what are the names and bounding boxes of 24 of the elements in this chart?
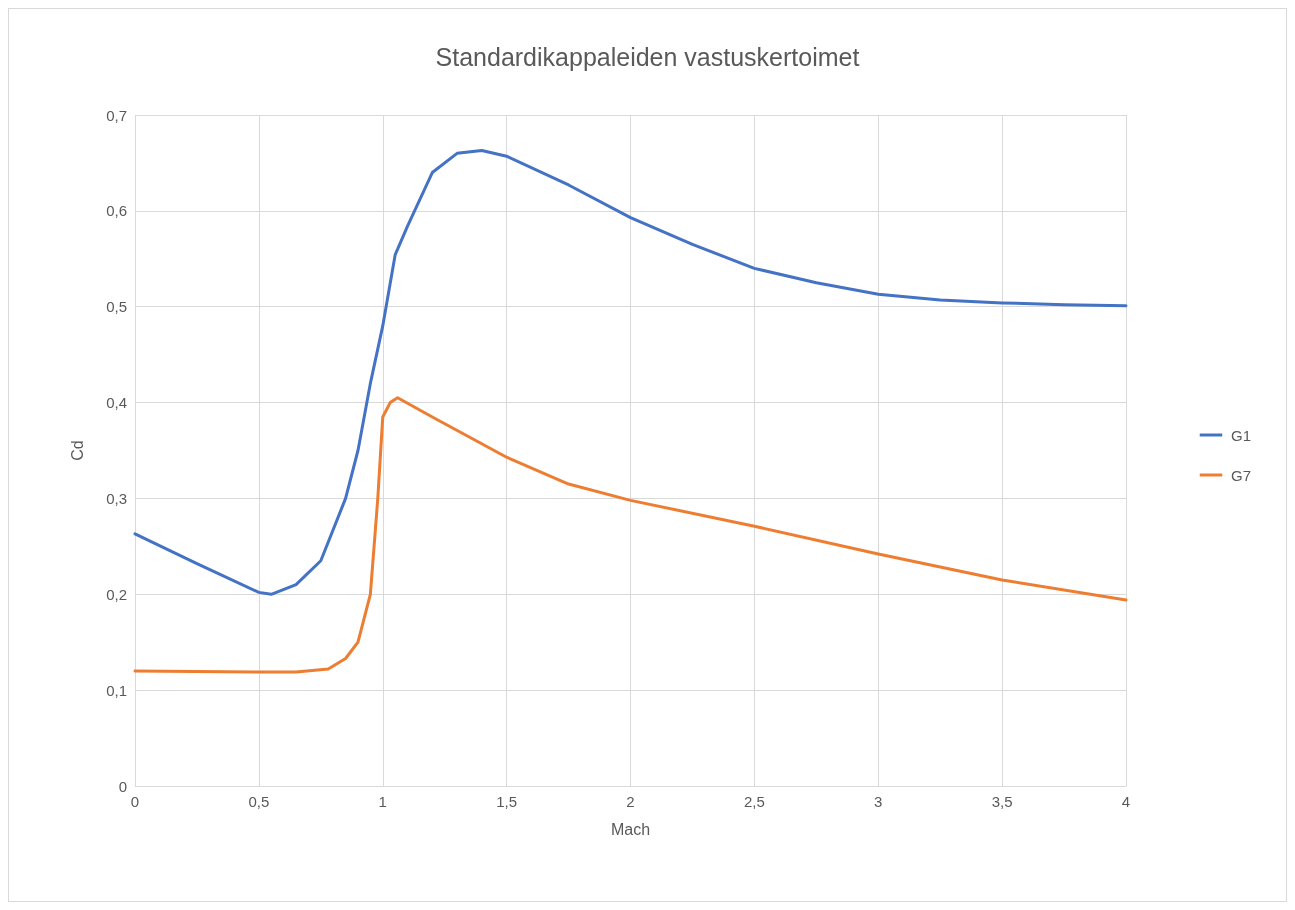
y-tick-label: 0 <box>118 777 127 795</box>
y-tick-label: 0,6 <box>106 202 127 220</box>
x-tick-label: 4 <box>1121 793 1131 810</box>
x-tick-label: 3 <box>874 793 883 810</box>
y-tick-label: 0,7 <box>106 106 127 124</box>
y-tick-label: 0,4 <box>106 394 127 412</box>
x-tick-label: 1 <box>378 793 387 810</box>
x-tick-label: 2 <box>626 793 635 810</box>
legend-label: G7 <box>1230 466 1252 484</box>
x-tick-label: 2,5 <box>743 793 765 810</box>
x-tick-label: 0 <box>130 793 140 810</box>
y-tick-label: 0,2 <box>106 585 127 603</box>
y-tick-label: 0,3 <box>106 489 127 507</box>
legend-label: G1 <box>1230 426 1252 444</box>
line-series <box>133 396 1128 674</box>
x-tick-label: 1,5 <box>496 793 518 810</box>
chart-title: Standardikappaleiden vastuskertoimet <box>435 42 860 71</box>
x-tick-label: 3,5 <box>991 793 1013 810</box>
y-tick-label: 0,1 <box>106 681 127 699</box>
y-axis-title: Cd <box>68 440 86 461</box>
y-tick-label: 0,5 <box>106 298 127 316</box>
x-axis-title: Mach <box>610 820 651 838</box>
line-series <box>133 148 1128 596</box>
x-tick-label: 0,5 <box>248 793 270 810</box>
